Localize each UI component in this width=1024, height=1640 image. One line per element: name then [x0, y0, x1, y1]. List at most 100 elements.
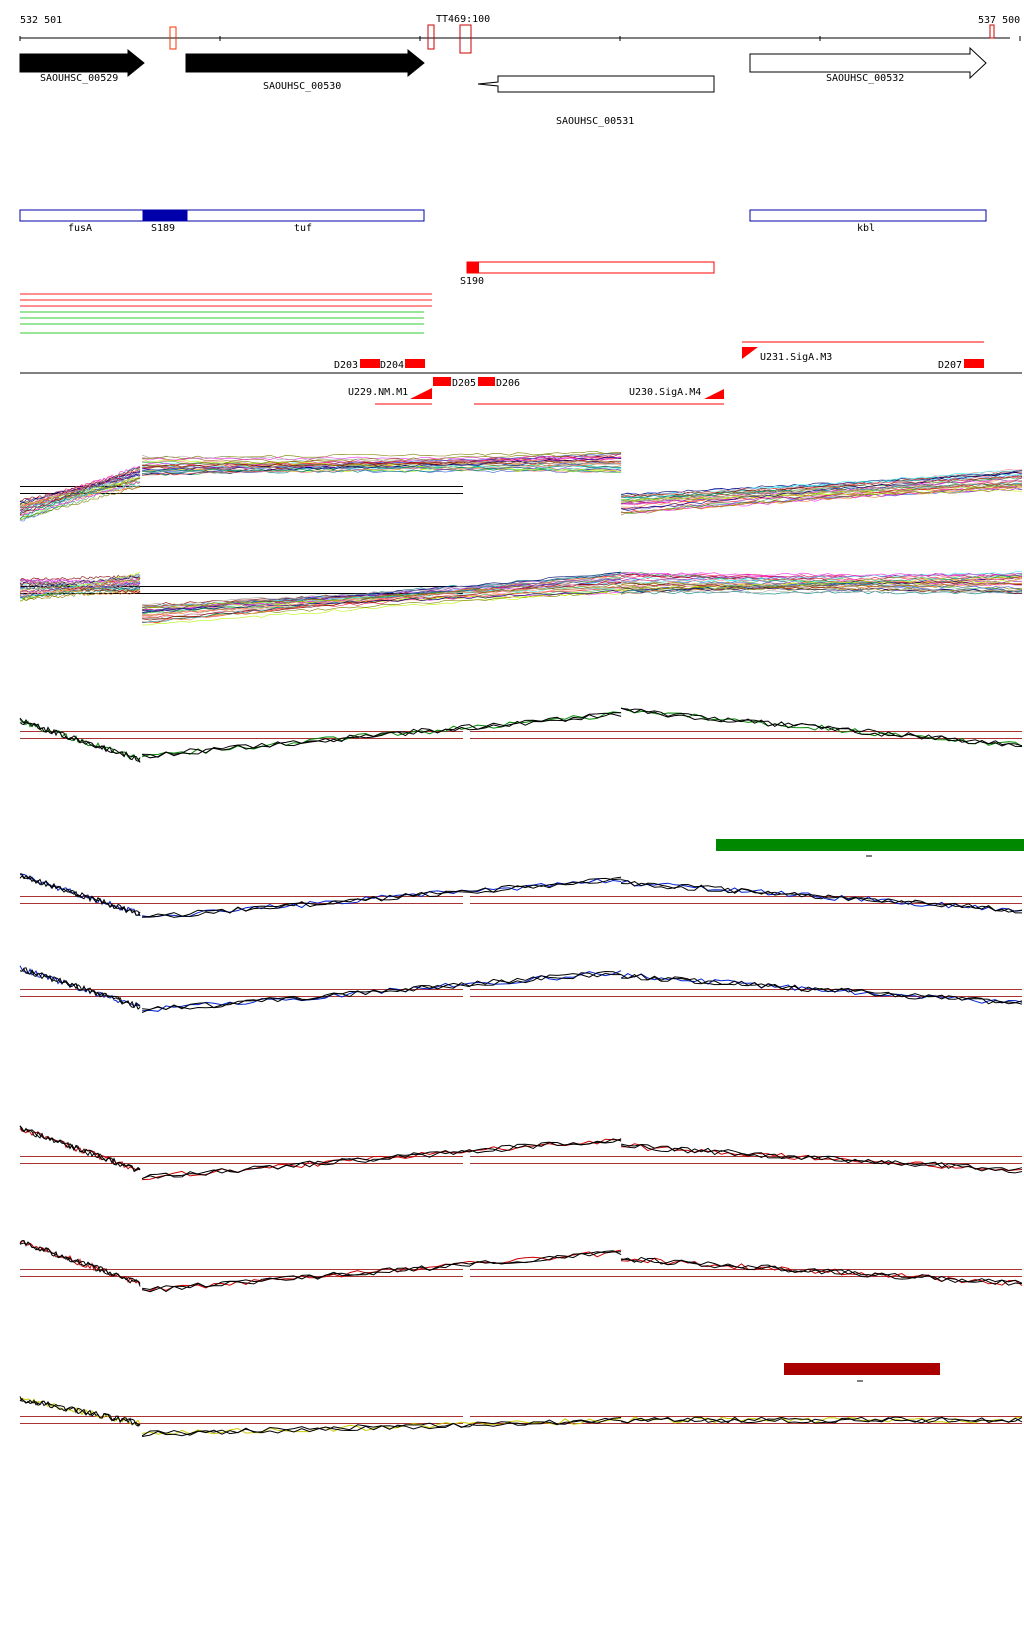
signal-line: [142, 876, 622, 918]
ruler-ticks: [19, 36, 1021, 41]
site-marker[interactable]: [169, 26, 177, 50]
expression-panels: [19, 451, 1023, 1437]
highlight-bar[interactable]: [784, 1363, 940, 1375]
signal-line: [620, 880, 1023, 912]
signal-line: [19, 1239, 141, 1285]
segment-block[interactable]: [433, 377, 451, 386]
annotation-box[interactable]: [466, 261, 715, 274]
signal-line: [621, 485, 1023, 514]
signal-line: [142, 579, 622, 609]
signal-line: [19, 587, 141, 599]
signal-line: [19, 873, 141, 916]
annotation-label: fusA: [68, 223, 92, 234]
signal-line: [621, 572, 1023, 582]
segment-block[interactable]: [964, 359, 984, 368]
signal-line: [19, 717, 141, 762]
signal-line: [142, 454, 622, 465]
signal-line: [620, 879, 1022, 914]
segment-label: U230.SigA.M4: [629, 387, 701, 398]
signal-line: [620, 974, 1023, 1005]
signal-line: [19, 477, 141, 505]
annotation-box[interactable]: [19, 209, 425, 222]
signal-line: [19, 874, 141, 917]
signal-line: [621, 575, 1023, 592]
annotation-box[interactable]: [749, 209, 987, 222]
gene-label: SAOUHSC_00529: [40, 73, 118, 84]
signal-line: [19, 577, 141, 602]
promoter-flag[interactable]: [704, 389, 724, 399]
signal-line: [621, 707, 1023, 747]
signal-line: [142, 459, 622, 469]
annotation-block[interactable]: [467, 262, 479, 273]
signal-line: [621, 572, 1023, 577]
terminator-label[interactable]: TT469:100: [436, 14, 490, 25]
signal-line: [621, 483, 1023, 498]
gene-arrow[interactable]: [19, 48, 145, 78]
signal-line: [620, 1256, 1023, 1286]
signal-line: [142, 1417, 622, 1437]
signal-line: [621, 474, 1023, 498]
signal-line: [621, 485, 1023, 503]
gene-arrow[interactable]: [185, 48, 425, 78]
signal-line: [142, 573, 622, 624]
segment-block[interactable]: [360, 359, 380, 368]
segment-track: D203 D204 D205 D206 D207 U229.NM.M1 U230…: [20, 341, 1022, 405]
site-marker[interactable]: [989, 24, 995, 39]
segment-block[interactable]: [405, 359, 425, 368]
signal-line: [142, 1250, 622, 1293]
segment-label: D203: [334, 360, 358, 371]
signal-line: [621, 470, 1023, 499]
signal-line: [621, 475, 1023, 498]
signal-line: [19, 483, 141, 508]
read-lines: [20, 293, 432, 334]
segment-block[interactable]: [478, 377, 495, 386]
signal-line: [19, 1396, 141, 1427]
signal-line: [620, 1143, 1023, 1172]
signal-line: [621, 1416, 1023, 1424]
signal-line: [19, 574, 141, 591]
signal-line: [142, 577, 622, 606]
signal-line: [19, 968, 141, 1008]
signal-line: [19, 486, 141, 520]
signal-line: [621, 1258, 1023, 1285]
gene-label: SAOUHSC_00532: [826, 73, 904, 84]
signal-line: [142, 589, 622, 619]
promoter-flag[interactable]: [742, 347, 758, 359]
signal-line: [142, 465, 622, 471]
signal-line: [19, 468, 141, 507]
promoter-flag[interactable]: [410, 388, 432, 399]
signal-line: [621, 489, 1023, 502]
signal-line: [19, 1125, 141, 1172]
annotation-label: S190: [460, 276, 484, 287]
signal-line: [621, 590, 1023, 595]
segment-label: D207: [938, 360, 962, 371]
annotation-block[interactable]: [142, 209, 188, 222]
signal-line: [620, 1416, 1023, 1424]
signal-line: [142, 970, 622, 1012]
signal-line: [621, 472, 1023, 496]
coordinate-ruler: 532 501 537 500 TT469:100: [19, 14, 1021, 54]
gene-arrow[interactable]: [749, 46, 987, 80]
terminator-marker[interactable]: [459, 24, 472, 54]
signal-line: [141, 1138, 622, 1179]
segment-label: U229.NM.M1: [348, 387, 408, 398]
signal-line: [620, 1143, 1023, 1174]
signal-line: [621, 973, 1023, 1005]
segment-label: D206: [496, 378, 520, 389]
signal-line: [620, 707, 1023, 747]
site-marker[interactable]: [427, 24, 435, 50]
signal-line: [141, 1138, 622, 1180]
signal-line: [19, 967, 141, 1010]
signal-line: [620, 707, 1023, 748]
signal-line: [621, 484, 1023, 513]
highlight-bar[interactable]: [716, 839, 1024, 851]
signal-line: [141, 972, 622, 1013]
signal-line: [142, 463, 622, 476]
signal-line: [142, 878, 622, 918]
signal-line: [19, 1241, 141, 1287]
gene-label: SAOUHSC_00531: [556, 116, 634, 127]
blue-annotation-track: fusA S189 tuf kbl: [19, 209, 987, 234]
signal-line: [142, 455, 622, 461]
gene-arrow[interactable]: [477, 75, 715, 93]
annotation-label: tuf: [294, 223, 312, 234]
